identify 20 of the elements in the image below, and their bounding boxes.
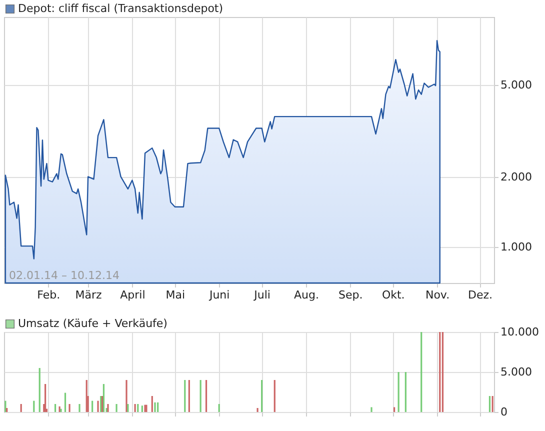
y-tick-label: 5.000 [500, 78, 532, 92]
x-tick-label: Nov. [425, 288, 450, 302]
x-tick-label: Aug. [294, 288, 319, 302]
legend-label: Umsatz (Käufe + Verkäufe) [18, 317, 168, 330]
y-tick-label: 1.000 [500, 240, 532, 254]
x-tick-label: Juli [253, 288, 270, 302]
x-tick-label: Sep. [338, 288, 363, 302]
y-tick-label: 2.000 [500, 170, 532, 184]
y-tick-label: 10.000 [500, 326, 539, 338]
annotation: 02.01.14 – 10.12.14 [9, 269, 120, 282]
x-tick-label: Okt. [382, 288, 405, 302]
x-tick-label: April [120, 288, 146, 302]
x-tick-label: Mai [166, 288, 186, 302]
y-tick-label: 0 [500, 406, 508, 418]
x-tick-label: Juni [208, 288, 230, 302]
y-tick-label: 5.000 [500, 366, 532, 378]
x-tick-label: Dez. [468, 288, 493, 302]
x-tick-label: Feb. [37, 288, 60, 302]
x-tick-label: März [75, 288, 102, 302]
legend-label: Depot: cliff fiscal (Transaktionsdepot) [18, 2, 224, 15]
